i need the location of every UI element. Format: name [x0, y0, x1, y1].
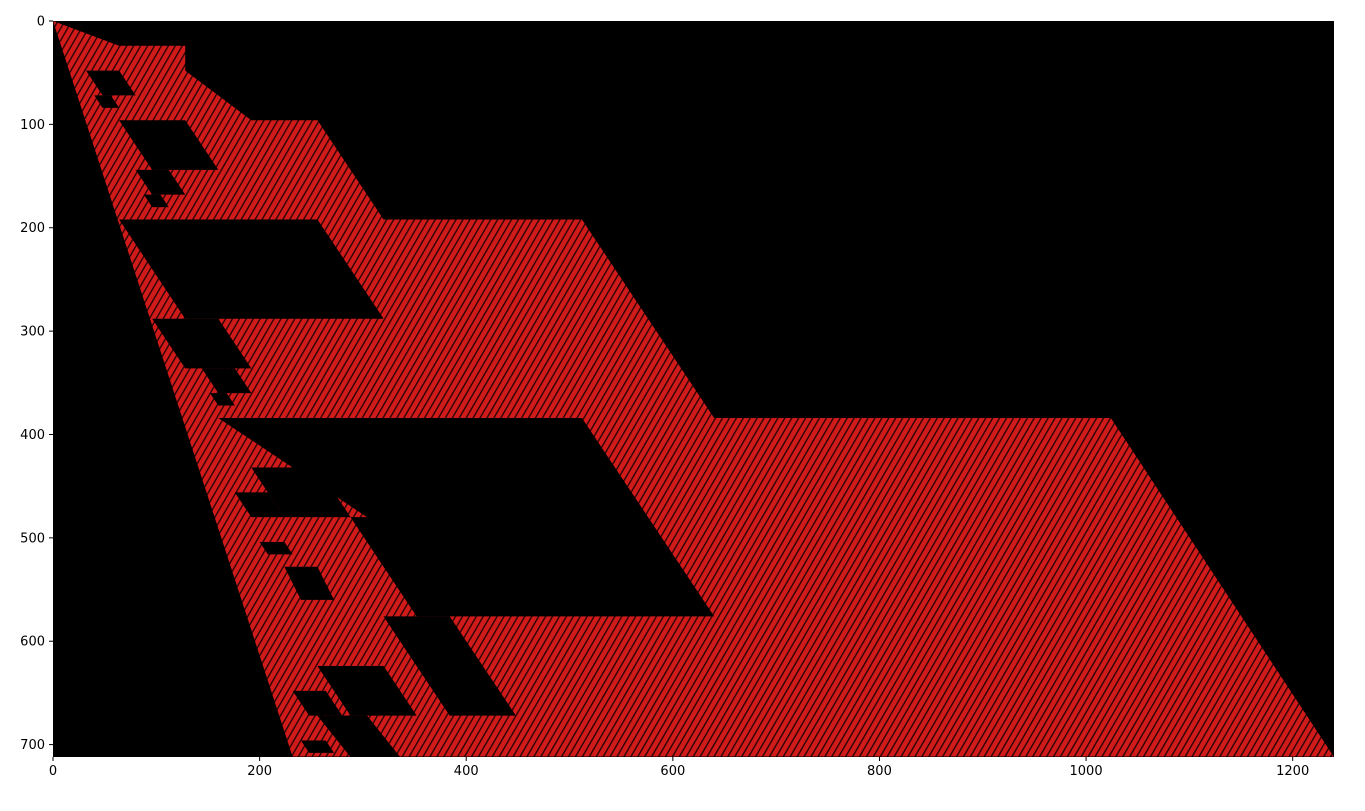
void-region	[119, 120, 219, 170]
void-region	[168, 269, 219, 294]
void-region	[210, 393, 235, 406]
void-region	[176, 293, 202, 307]
x-tick-label: 800	[867, 764, 892, 779]
void-region	[218, 417, 715, 617]
y-tick-label: 700	[20, 738, 45, 753]
plot-area	[53, 21, 1334, 757]
x-axis: 0 200 400 600 800 1000 1200	[49, 757, 1309, 779]
y-tick-label: 500	[20, 531, 45, 546]
void-region	[300, 740, 334, 753]
void-region	[135, 169, 186, 195]
void-region	[152, 318, 252, 369]
active-region	[53, 21, 1334, 757]
y-tick-label: 100	[20, 118, 45, 133]
y-tick-label: 0	[37, 15, 45, 30]
void-region	[383, 616, 516, 716]
void-region	[259, 541, 293, 555]
void-region	[251, 467, 351, 518]
void-region	[292, 690, 343, 716]
void-region	[350, 517, 516, 617]
x-tick-label: 200	[247, 764, 272, 779]
void-region	[317, 666, 417, 716]
void-region	[234, 492, 285, 518]
x-tick-label: 1000	[1070, 764, 1103, 779]
y-axis: 0 100 200 300 400 500 600 700	[20, 15, 53, 753]
y-tick-label: 400	[20, 428, 45, 443]
void-region	[284, 566, 334, 600]
y-tick-label: 200	[20, 221, 45, 236]
x-tick-label: 600	[660, 764, 685, 779]
void-region	[86, 70, 136, 96]
x-tick-label: 400	[454, 764, 479, 779]
void-region	[317, 715, 401, 757]
void-region	[94, 95, 120, 108]
x-tick-label: 0	[49, 764, 57, 779]
void-region	[143, 194, 169, 208]
y-tick-label: 600	[20, 635, 45, 650]
y-tick-label: 300	[20, 325, 45, 340]
x-tick-label: 1200	[1276, 764, 1309, 779]
void-region	[201, 368, 252, 394]
